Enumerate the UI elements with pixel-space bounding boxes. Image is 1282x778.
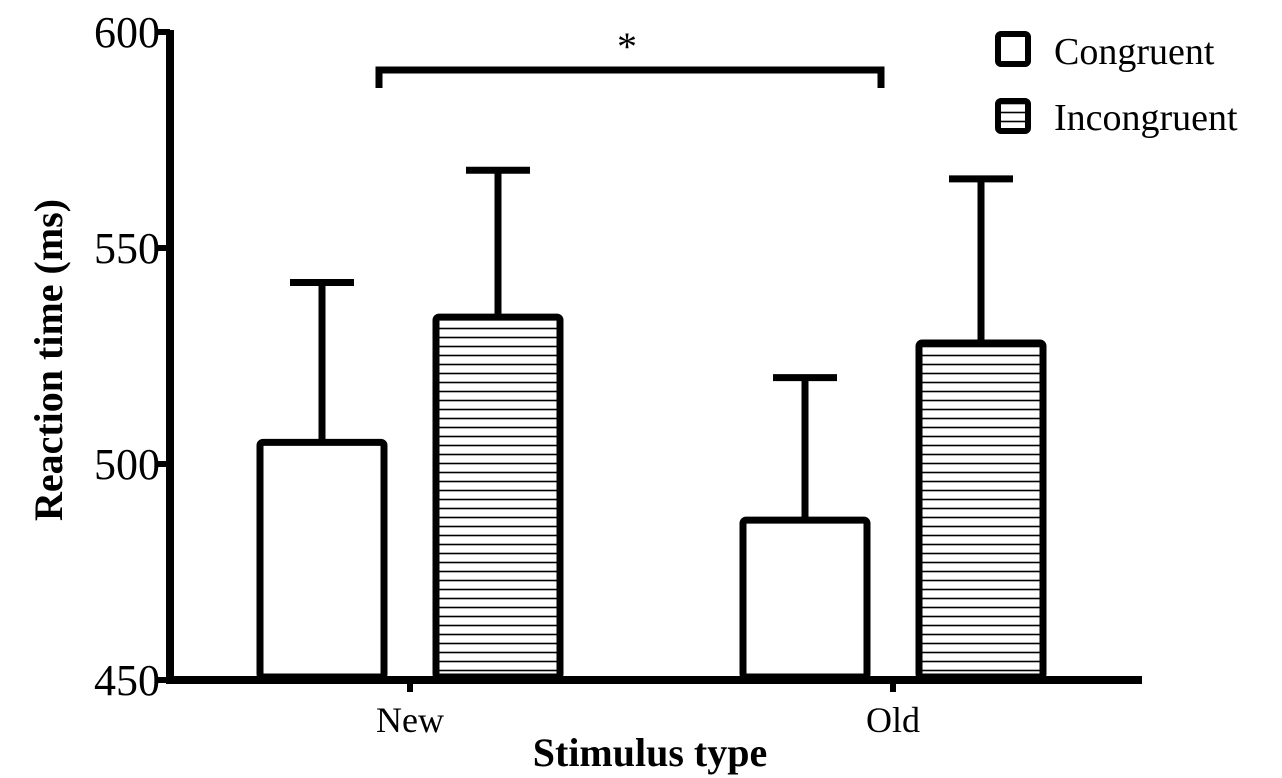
bar-congruent-old — [743, 520, 867, 677]
x-tick-label-old: Old — [866, 700, 920, 740]
legend-item-congruent: Congruent — [998, 31, 1215, 73]
legend-swatch-incongruent — [998, 101, 1028, 131]
significance-bracket-line — [379, 70, 881, 88]
legend-label-congruent: Congruent — [1054, 31, 1215, 73]
significance-bracket: * — [379, 24, 881, 88]
x-axis-title: Stimulus type — [533, 730, 768, 775]
y-tick-label: 500 — [94, 440, 160, 489]
significance-label: * — [617, 24, 637, 69]
legend-swatch-congruent — [998, 34, 1028, 64]
bar-incongruent-old — [919, 343, 1043, 677]
y-tick-label: 550 — [94, 224, 160, 273]
legend-item-incongruent: Incongruent — [998, 97, 1238, 139]
bars-group — [260, 317, 1043, 677]
bar-congruent-new — [260, 442, 384, 677]
bar-incongruent-new — [436, 317, 560, 677]
x-tick-label-new: New — [376, 700, 444, 740]
error-bars-group — [290, 170, 1013, 520]
y-tick-label: 600 — [94, 8, 160, 57]
y-tick-label: 450 — [94, 656, 160, 705]
legend: Congruent Incongruent — [998, 31, 1238, 139]
y-axis-title: Reaction time (ms) — [26, 199, 71, 521]
legend-label-incongruent: Incongruent — [1054, 97, 1238, 139]
